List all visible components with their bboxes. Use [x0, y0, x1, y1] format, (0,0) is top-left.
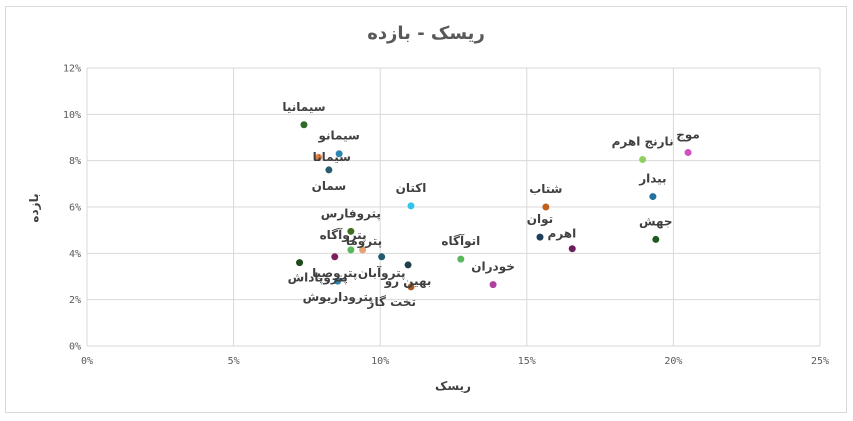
point-label: پتروما	[346, 234, 382, 249]
point-label: نارنج اهرم	[612, 135, 674, 150]
scatter-point	[489, 281, 497, 289]
y-tick-label: 4%	[69, 249, 81, 260]
point-label: سیمانو	[318, 129, 360, 144]
tick-labels: 0% 2% 4% 6% 8% 10% 12% 0% 5% 10% 15% 20% 25%	[63, 64, 829, 368]
scatter-point	[378, 253, 386, 261]
x-tick-label: 10%	[371, 356, 389, 367]
scatter-point	[404, 261, 412, 269]
point-label: شتاب	[529, 182, 562, 196]
y-tick-label: 10%	[63, 110, 81, 121]
scatter-point	[639, 156, 647, 164]
chart-title: ریسک - بازده	[367, 23, 485, 44]
point-label: جهش	[639, 214, 673, 228]
scatter-point	[300, 121, 308, 129]
x-tick-label: 5%	[228, 356, 240, 367]
scatter-point	[457, 255, 465, 263]
point-label: پتروآگاه	[320, 227, 367, 243]
x-tick-label: 25%	[811, 356, 829, 367]
chart-area	[5, 6, 847, 413]
point-label: پتروصبا	[312, 266, 357, 281]
point-label: پتروپاداش	[288, 271, 348, 286]
point-labels: سیمانیا سیمانو سیمانا سمان اکتان پتروفارس پترو…	[282, 100, 699, 309]
gridlines	[86, 67, 821, 347]
point-label: سیمانیا	[282, 100, 325, 114]
y-tick-label: 2%	[69, 295, 81, 306]
scatter-point	[407, 283, 415, 291]
point-label: سیمانا	[313, 150, 351, 164]
y-tick-label: 12%	[63, 64, 81, 75]
scatter-point	[334, 277, 342, 285]
scatter-point	[347, 227, 355, 235]
scatter-point	[407, 202, 415, 210]
y-axis-title: بازده	[27, 193, 41, 222]
scatter-point	[335, 150, 343, 158]
point-label: اتوآگاه	[441, 233, 480, 249]
scatter-point	[296, 259, 304, 267]
scatter-point	[315, 153, 323, 161]
y-tick-label: 8%	[69, 156, 81, 167]
scatter-point	[359, 246, 367, 254]
point-label: پتروداریوش	[303, 290, 373, 305]
x-tick-label: 20%	[664, 356, 682, 367]
scatter-point	[331, 253, 339, 261]
point-label: بهین رو	[384, 274, 432, 289]
x-tick-label: 0%	[81, 356, 93, 367]
x-tick-label: 15%	[518, 356, 536, 367]
y-tick-label: 6%	[69, 203, 81, 214]
scatter-point	[325, 166, 333, 174]
point-label: خودران	[471, 260, 515, 275]
y-tick-label: 0%	[69, 342, 81, 353]
point-label: توان	[527, 212, 553, 227]
point-label: تخت گاز	[367, 295, 416, 309]
scatter-point	[652, 235, 660, 243]
data-points	[296, 121, 692, 291]
scatter-point	[568, 245, 576, 253]
point-label: موج	[676, 128, 700, 143]
scatter-point	[536, 233, 544, 241]
point-label: پتروآبان	[358, 265, 406, 281]
point-label: پتروفارس	[321, 206, 381, 221]
point-label: اهرم	[548, 227, 577, 242]
point-label: اکتان	[396, 181, 427, 195]
scatter-point	[684, 149, 692, 157]
scatter-point	[649, 193, 657, 201]
x-axis-title: ریسک	[435, 379, 471, 393]
scatter-point	[347, 246, 355, 254]
point-label: بیدار	[638, 172, 666, 186]
point-label: سمان	[312, 179, 347, 193]
scatter-point	[542, 203, 550, 211]
